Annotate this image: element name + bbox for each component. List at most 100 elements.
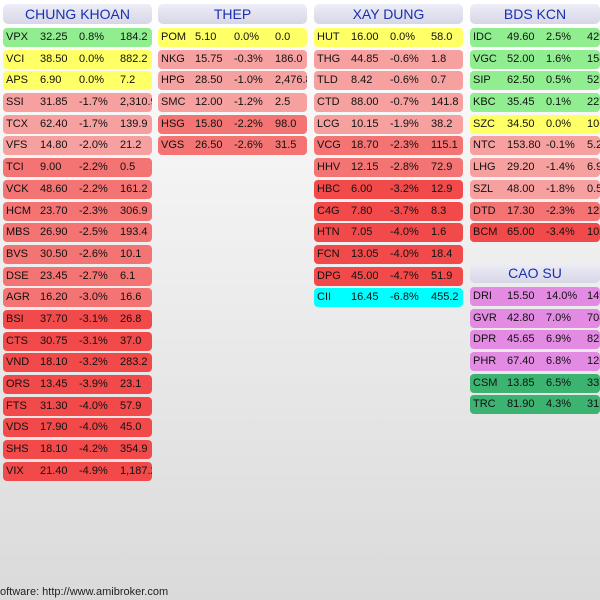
- volume-value: 0.5: [120, 161, 136, 174]
- ticker-symbol: BVS: [6, 247, 29, 260]
- change-percent: -4.2%: [79, 443, 108, 456]
- price-value: 62.50: [507, 74, 535, 87]
- price-value: 45.00: [351, 269, 379, 282]
- stock-row-vpx: VPX 32.25 0.8% 184.2: [3, 28, 152, 47]
- volume-value: 12.5: [587, 204, 600, 217]
- stock-row-mbs: MBS 26.90 -2.5% 193.4: [3, 223, 152, 243]
- ticker-symbol: CTD: [317, 96, 340, 109]
- price-value: 21.40: [40, 464, 68, 477]
- price-value: 35.45: [507, 96, 535, 109]
- change-percent: -1.7%: [79, 96, 108, 109]
- price-value: 13.85: [507, 376, 535, 389]
- volume-value: 193.4: [120, 226, 148, 239]
- change-percent: 0.0%: [79, 52, 105, 65]
- sector-title: THEP: [158, 4, 307, 24]
- ticker-symbol: C4G: [317, 204, 340, 217]
- price-value: 13.45: [40, 378, 68, 390]
- volume-value: 2,476.8: [275, 74, 307, 87]
- ticker-symbol: VPX: [6, 31, 29, 43]
- ticker-symbol: TRC: [473, 398, 496, 411]
- price-value: 16.45: [351, 291, 379, 304]
- change-percent: -2.5%: [79, 226, 108, 239]
- change-percent: -1.0%: [234, 74, 263, 87]
- volume-value: 82.7: [587, 333, 600, 346]
- change-percent: -1.2%: [234, 96, 263, 109]
- change-percent: 6.9%: [546, 333, 572, 346]
- price-value: 8.42: [351, 74, 373, 87]
- change-percent: -2.7%: [79, 269, 108, 282]
- stock-row-bsi: BSI 37.70 -3.1% 26.8: [3, 309, 152, 329]
- ticker-symbol: SHS: [6, 443, 29, 456]
- ticker-symbol: VCK: [6, 182, 29, 195]
- volume-value: 21.2: [120, 139, 142, 152]
- change-percent: 7.0%: [546, 311, 572, 324]
- change-percent: -0.6%: [390, 52, 419, 65]
- stock-row-vci: VCI 38.50 0.0% 882.2: [3, 49, 152, 69]
- change-percent: 0.1%: [546, 96, 572, 109]
- price-value: 38.50: [40, 52, 68, 65]
- change-percent: -2.6%: [234, 139, 263, 152]
- volume-value: 31.6: [587, 398, 600, 411]
- volume-value: 103: [587, 226, 600, 239]
- price-value: 18.10: [40, 356, 68, 369]
- price-value: 17.30: [507, 204, 535, 217]
- change-percent: 0.0%: [234, 31, 260, 43]
- price-value: 31.85: [40, 96, 68, 109]
- volume-value: 708: [587, 311, 600, 324]
- ticker-symbol: BSI: [6, 312, 24, 325]
- ticker-symbol: HSG: [161, 117, 185, 130]
- volume-value: 10.1: [120, 247, 142, 260]
- ticker-symbol: DPR: [473, 333, 497, 346]
- sector-panel-cao-su: CAO SU DRI 15.50 14.0% 149 GVR 42.80 7.0% 708 DP…: [470, 263, 600, 415]
- price-value: 23.45: [40, 269, 68, 282]
- price-value: 5.10: [195, 31, 217, 43]
- stock-row-hhv: HHV 12.15 -2.8% 72.9: [314, 158, 463, 178]
- volume-value: 98.0: [275, 117, 297, 130]
- change-percent: -3.4%: [546, 226, 575, 239]
- volume-value: 141.8: [431, 96, 459, 109]
- volume-value: 23.1: [120, 378, 142, 390]
- price-value: 6.90: [40, 74, 62, 87]
- ticker-symbol: MBS: [6, 226, 30, 239]
- change-percent: -3.1%: [79, 312, 108, 325]
- change-percent: -2.8%: [390, 161, 419, 174]
- volume-value: 18.4: [431, 247, 453, 260]
- stock-list: VPX 32.25 0.8% 184.2 VCI 38.50 0.0% 882.2 APS 6.9…: [3, 28, 152, 481]
- change-percent: -2.6%: [79, 247, 108, 260]
- ticker-symbol: GVR: [473, 311, 497, 324]
- ticker-symbol: PHR: [473, 355, 497, 368]
- stock-row-ntc: NTC 153.80 -0.1% 5.2: [470, 136, 600, 156]
- stock-list: IDC 49.60 2.5% 429 VGC 52.00 1.6% 158 SIP 62.50 0.…: [470, 28, 600, 243]
- change-percent: -2.3%: [546, 204, 575, 217]
- change-percent: 1.6%: [546, 52, 572, 65]
- stock-row-gvr: GVR 42.80 7.0% 708: [470, 308, 600, 328]
- price-value: 16.20: [40, 291, 68, 304]
- change-percent: -4.0%: [390, 247, 419, 260]
- change-percent: 0.0%: [390, 31, 416, 43]
- ticker-symbol: NKG: [161, 52, 185, 65]
- change-percent: -1.4%: [546, 161, 575, 174]
- change-percent: -2.3%: [79, 204, 108, 217]
- price-value: 23.70: [40, 204, 68, 217]
- price-value: 26.50: [195, 139, 223, 152]
- volume-value: 0.5: [587, 182, 600, 195]
- ticker-symbol: VCI: [6, 52, 25, 65]
- change-percent: -4.0%: [390, 226, 419, 239]
- volume-value: 45.0: [120, 421, 142, 434]
- stock-row-shs: SHS 18.10 -4.2% 354.9: [3, 440, 152, 460]
- change-percent: -4.0%: [79, 399, 108, 412]
- price-value: 15.50: [507, 290, 535, 302]
- price-value: 14.80: [40, 139, 68, 152]
- volume-value: 106: [587, 117, 600, 130]
- volume-value: 126: [587, 355, 600, 368]
- price-value: 48.60: [40, 182, 68, 195]
- price-value: 49.60: [507, 31, 535, 43]
- change-percent: -4.9%: [79, 464, 108, 477]
- price-value: 18.70: [351, 139, 379, 152]
- price-value: 32.25: [40, 31, 68, 43]
- ticker-symbol: TLD: [317, 74, 338, 87]
- stock-row-hbc: HBC 6.00 -3.2% 12.9: [314, 179, 463, 199]
- price-value: 42.80: [507, 311, 535, 324]
- ticker-symbol: HBC: [317, 182, 341, 195]
- volume-value: 72.9: [431, 161, 453, 174]
